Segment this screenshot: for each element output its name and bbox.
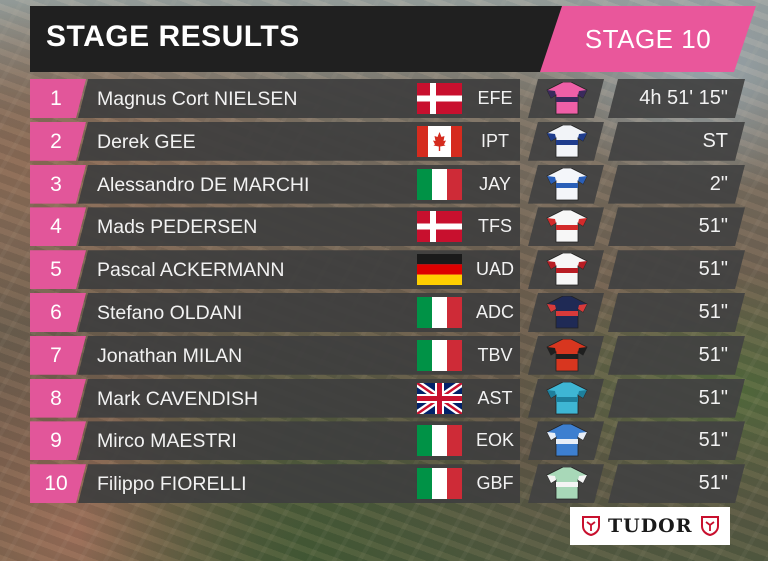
position-number: 9 <box>50 429 62 453</box>
finish-time: 51" <box>698 429 728 452</box>
position-box <box>30 421 86 461</box>
rider-name: Mirco MAESTRI <box>97 430 237 453</box>
team-code: TBV <box>477 344 513 365</box>
rider-name: Mark CAVENDISH <box>97 387 259 410</box>
alpecin-deceuninck-jersey-icon <box>545 295 589 329</box>
team-code: EOK <box>475 430 514 451</box>
trek-segafredo-jersey-icon <box>545 209 589 243</box>
finish-time: 51" <box>698 343 728 366</box>
ef-education-jersey-icon <box>545 81 589 115</box>
time-band <box>608 164 745 204</box>
italy-flag-icon <box>417 297 462 328</box>
position-box <box>30 121 86 161</box>
result-row: 4 Mads PEDERSEN TFS 51" <box>30 207 745 247</box>
bahrain-victorious-jersey-icon <box>545 338 589 372</box>
finish-time: 51" <box>698 472 728 495</box>
position-number: 8 <box>50 386 62 410</box>
result-row: 9 Mirco MAESTRI EOK 51" <box>30 421 745 461</box>
time-band <box>608 421 745 461</box>
team-code: TFS <box>478 216 512 237</box>
position-box <box>30 250 86 290</box>
united-kingdom-flag-icon <box>417 382 462 414</box>
finish-time: ST <box>702 129 728 152</box>
position-number: 5 <box>50 258 62 282</box>
position-number: 6 <box>50 301 62 324</box>
time-band <box>608 378 745 418</box>
finish-time: 2" <box>709 172 728 195</box>
astana-qazaqstan-jersey-icon <box>545 381 589 415</box>
rider-name: Jonathan MILAN <box>97 344 243 367</box>
team-code: EFE <box>477 88 513 108</box>
position-box <box>30 207 86 247</box>
position-number: 7 <box>50 343 62 367</box>
germany-flag-icon <box>417 254 462 286</box>
position-box <box>30 335 86 375</box>
time-band <box>608 335 745 375</box>
result-row: 5 Pascal ACKERMANN UAD 51" <box>30 250 745 290</box>
position-number: 4 <box>50 215 62 239</box>
time-band <box>608 79 745 118</box>
green-project-bardiani-jersey-icon <box>545 466 589 500</box>
tudor-shield-icon <box>582 516 600 536</box>
rider-name: Alessandro DE MARCHI <box>97 173 310 196</box>
position-box <box>30 293 86 332</box>
position-number: 2 <box>50 129 62 153</box>
team-code: JAY <box>479 173 511 194</box>
rider-name: Stefano OLDANI <box>97 302 243 324</box>
jayco-alula-jersey-icon <box>545 167 589 201</box>
time-band <box>608 207 745 247</box>
finish-time: 51" <box>698 215 728 238</box>
finish-time: 4h 51' 15" <box>639 87 728 109</box>
position-box <box>30 464 86 504</box>
header-bar <box>30 6 570 72</box>
canada-flag-icon <box>417 125 462 157</box>
position-box <box>30 164 86 204</box>
position-box <box>30 79 86 118</box>
result-row: 2 Derek GEE IPT ST <box>30 121 745 161</box>
position-box <box>30 378 86 418</box>
result-row: 10 Filippo FIORELLI GBF 51" <box>30 464 745 504</box>
time-band <box>608 250 745 290</box>
result-row: 8 Mark CAVENDISH AST 51" <box>30 378 745 418</box>
result-row: 1 Magnus Cort NIELSEN EFE 4h 51' 15" <box>30 79 745 118</box>
rider-name: Mads PEDERSEN <box>97 216 258 239</box>
denmark-flag-icon <box>417 83 462 114</box>
rider-name: Magnus Cort NIELSEN <box>97 88 298 110</box>
stage-tab <box>540 6 756 72</box>
result-row: 6 Stefano OLDANI ADC 51" <box>30 293 745 332</box>
team-code: UAD <box>475 259 514 280</box>
team-code: GBF <box>476 473 514 494</box>
team-code: ADC <box>475 302 514 322</box>
page-title: STAGE RESULTS <box>46 20 300 53</box>
italy-flag-icon <box>417 339 462 371</box>
italy-flag-icon <box>417 168 462 200</box>
eolo-kometa-jersey-icon <box>545 423 589 457</box>
finish-time: 51" <box>698 386 728 409</box>
rider-name: Derek GEE <box>97 130 196 153</box>
denmark-flag-icon <box>417 211 462 243</box>
sponsor-name: TUDOR <box>608 515 693 537</box>
finish-time: 51" <box>698 258 728 281</box>
team-code: IPT <box>480 130 509 151</box>
stage-label: STAGE 10 <box>584 24 712 54</box>
position-number: 10 <box>44 472 68 496</box>
result-row: 7 Jonathan MILAN TBV 51" <box>30 335 745 375</box>
rider-name: Filippo FIORELLI <box>97 473 247 496</box>
italy-flag-icon <box>417 468 462 500</box>
position-number: 3 <box>50 172 62 196</box>
italy-flag-icon <box>417 425 462 457</box>
rider-name: Pascal ACKERMANN <box>97 259 285 282</box>
sponsor-logo: TUDOR <box>570 507 730 545</box>
finish-time: 51" <box>698 301 728 323</box>
team-code: AST <box>477 387 513 408</box>
result-row: 3 Alessandro DE MARCHI JAY 2" <box>30 164 745 204</box>
israel-premier-tech-jersey-icon <box>545 124 589 158</box>
time-band <box>608 121 745 161</box>
tudor-shield-icon <box>701 516 719 536</box>
uae-team-emirates-jersey-icon <box>545 252 589 286</box>
time-band <box>608 464 745 504</box>
time-band <box>608 293 745 332</box>
position-number: 1 <box>50 87 62 110</box>
